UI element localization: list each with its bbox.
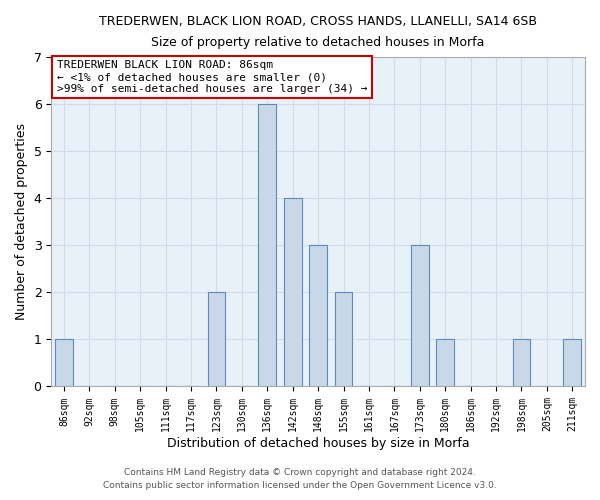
Bar [436, 340, 454, 386]
Bar [512, 340, 530, 386]
Text: TREDERWEN BLACK LION ROAD: 86sqm
← <1% of detached houses are smaller (0)
>99% o: TREDERWEN BLACK LION ROAD: 86sqm ← <1% o… [56, 60, 367, 94]
Bar [259, 104, 276, 387]
Bar [335, 292, 352, 386]
Bar [55, 340, 73, 386]
Text: Contains HM Land Registry data © Crown copyright and database right 2024.
Contai: Contains HM Land Registry data © Crown c… [103, 468, 497, 490]
Bar [411, 246, 428, 386]
Bar [284, 198, 302, 386]
Title: TREDERWEN, BLACK LION ROAD, CROSS HANDS, LLANELLI, SA14 6SB
Size of property rel: TREDERWEN, BLACK LION ROAD, CROSS HANDS,… [99, 15, 537, 49]
Bar [309, 246, 327, 386]
Y-axis label: Number of detached properties: Number of detached properties [15, 124, 28, 320]
Bar [563, 340, 581, 386]
X-axis label: Distribution of detached houses by size in Morfa: Distribution of detached houses by size … [167, 437, 469, 450]
Bar [208, 292, 226, 386]
